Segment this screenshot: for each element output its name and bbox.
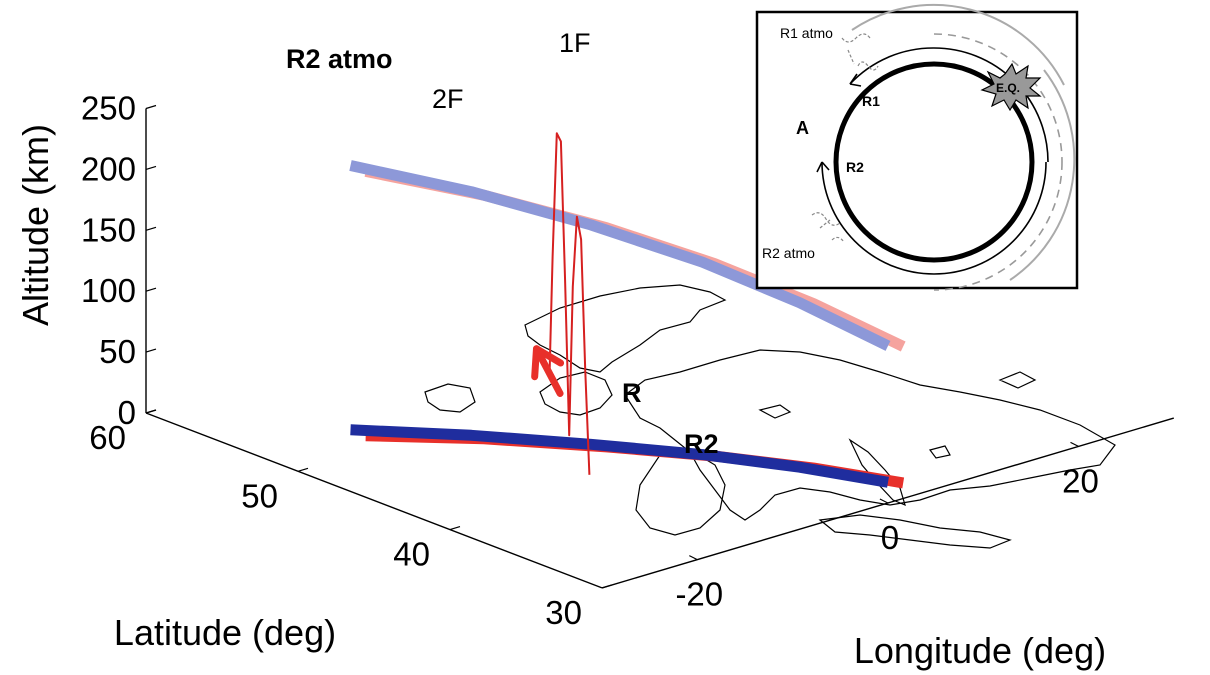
altitude-tick-mark bbox=[145, 165, 157, 170]
longitude-tick-mark bbox=[1070, 441, 1079, 447]
inset-r2-atmo-wave bbox=[811, 212, 845, 243]
altitude-tick-label: 50 bbox=[99, 333, 136, 370]
longitude-tick-label: 20 bbox=[1062, 462, 1099, 499]
inset-r2-atmo-label: R2 atmo bbox=[762, 245, 815, 261]
coastline-ireland bbox=[424, 383, 476, 413]
latitude-tick-mark bbox=[145, 409, 157, 414]
altitude-tick-mark bbox=[145, 348, 157, 353]
latitude-tick-mark bbox=[297, 467, 309, 472]
latitude-tick-label: 50 bbox=[241, 477, 278, 514]
inset-r2-arc bbox=[821, 161, 1047, 275]
latitude-tick-label: 60 bbox=[89, 419, 126, 456]
annotation-label-2: 1F bbox=[559, 28, 591, 58]
longitude-tick-label: -20 bbox=[675, 576, 723, 613]
inset-r1-atmo-label: R1 atmo bbox=[780, 25, 833, 41]
altitude-tick-mark bbox=[145, 104, 157, 110]
inset-frame bbox=[755, 10, 1079, 290]
annotation-label-1: 2F bbox=[432, 84, 464, 114]
coastline-islands bbox=[758, 371, 1037, 459]
latitude-axis-label: Latitude (deg) bbox=[114, 612, 336, 653]
series-line-1 bbox=[350, 424, 889, 488]
series-group bbox=[349, 132, 906, 489]
altitude-tick-label: 250 bbox=[81, 90, 136, 127]
annotation-label-0: R2 atmo bbox=[286, 44, 393, 74]
inset-earth-circle bbox=[833, 61, 1035, 263]
latitude-tick-label: 40 bbox=[393, 536, 430, 573]
inset-diagram: R1 atmo R1 A R2 R2 atmo E.Q. bbox=[755, 3, 1079, 291]
latitude-tick-label: 30 bbox=[545, 594, 582, 631]
longitude-tick-mark bbox=[879, 498, 889, 504]
altitude-tick-mark bbox=[145, 287, 157, 292]
inset-outer-atmo-arc bbox=[851, 3, 1076, 281]
coastline-britain bbox=[539, 371, 613, 416]
coastline-mediterranean bbox=[818, 514, 1012, 549]
inset-a-label: A bbox=[796, 118, 809, 138]
altitude-tick-mark bbox=[145, 226, 157, 231]
coastline-mainland bbox=[624, 349, 1116, 521]
inset-earthquake-star bbox=[980, 62, 1042, 112]
longitude-tick-mark bbox=[689, 555, 698, 561]
inset-eq-label: E.Q. bbox=[996, 81, 1020, 95]
altitude-tick-label: 0 bbox=[118, 394, 136, 431]
coastline-scandinavia bbox=[524, 284, 727, 373]
altitude-axis-label: Altitude (km) bbox=[15, 124, 56, 326]
inset-r1-atmo-wave bbox=[841, 33, 879, 71]
inset-r1-arrowhead bbox=[849, 73, 862, 87]
latitude-tick-mark bbox=[449, 526, 461, 531]
latitude-tick-mark bbox=[601, 584, 613, 589]
coastline-iberia bbox=[635, 449, 726, 536]
altitude-tick-label: 200 bbox=[81, 150, 136, 187]
direction-arrow-shaft bbox=[532, 345, 564, 397]
annotation-label-4: R2 bbox=[684, 429, 719, 459]
inset-r2-arrowhead bbox=[816, 161, 830, 173]
axes-3d: 0 50 100 150 200 250 30 40 50 60 -20 0 20 Altitude (k… bbox=[15, 90, 1174, 671]
inset-r1-arrow-arc bbox=[849, 47, 935, 85]
coastline-italy bbox=[848, 438, 906, 507]
altitude-tick-label: 100 bbox=[81, 272, 136, 309]
inset-r2-label: R2 bbox=[846, 159, 864, 175]
inset-r1-label: R1 bbox=[862, 93, 880, 109]
direction-arrow-head bbox=[531, 345, 565, 381]
series-line-4 bbox=[548, 132, 591, 475]
europe-coastline-map bbox=[424, 284, 1116, 549]
longitude-axis-label: Longitude (deg) bbox=[854, 630, 1106, 671]
longitude-tick-label: 0 bbox=[881, 519, 899, 556]
annotations-group: R2 atmo 2F 1F R R2 bbox=[286, 28, 719, 459]
altitude-tick-label: 150 bbox=[81, 211, 136, 248]
latitude-axis-line bbox=[145, 412, 603, 589]
series-line-3 bbox=[349, 160, 891, 351]
annotation-label-3: R bbox=[622, 378, 642, 408]
